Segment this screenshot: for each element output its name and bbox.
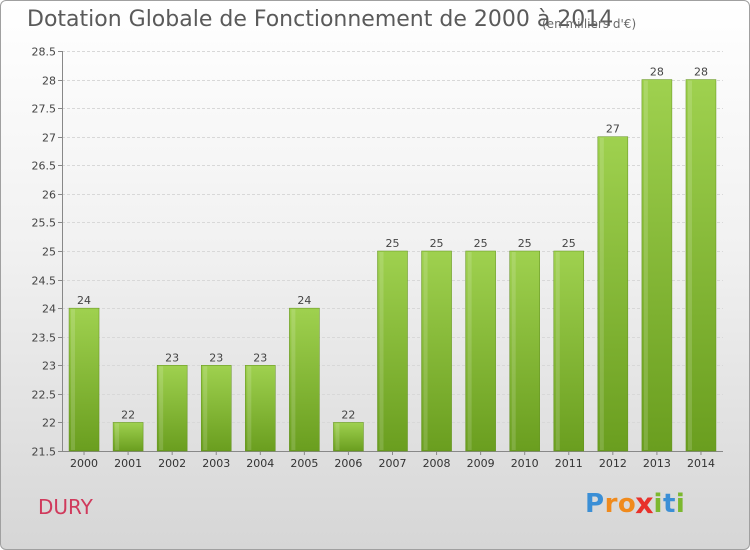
logo-letter: o [617,489,637,519]
bar [597,136,629,452]
y-tick-label: 22.5 [32,389,57,402]
x-tick-label: 2011 [555,457,583,470]
proxiti-logo: Proxiti [585,487,686,521]
bar-highlight [599,137,604,450]
bar [289,307,320,452]
x-tick-label: 2013 [643,457,671,470]
bar [68,307,100,452]
bar-highlight [643,80,648,451]
bar [509,250,540,452]
data-label: 23 [253,351,267,364]
data-label: 23 [165,351,179,364]
data-label: 25 [386,237,400,250]
y-tick-label: 27 [42,132,56,145]
bar-highlight [379,252,384,450]
x-tick-label: 2012 [599,457,627,470]
bar [200,365,232,452]
x-tick-label: 2002 [158,457,186,470]
bar [553,250,585,452]
y-tick-label: 28 [42,75,56,88]
data-label: 25 [518,237,532,250]
bar-highlight [291,309,296,450]
y-tick-label: 26.5 [32,160,57,173]
y-tick-label: 26 [42,189,56,202]
bar-highlight [687,80,692,451]
logo-letter: t [662,489,676,519]
bar-highlight [555,252,560,450]
bar-highlight [71,309,76,450]
bar [465,250,496,452]
data-label: 24 [297,294,311,307]
y-tick-label: 27.5 [32,103,57,116]
y-tick-label: 25 [42,246,56,259]
logo-letter: P [585,489,605,519]
data-label: 25 [430,237,444,250]
y-tick-label: 23.5 [32,332,57,345]
bars [68,79,717,452]
bar-highlight [115,423,120,450]
x-tick-label: 2008 [423,457,451,470]
bar-highlight [247,366,252,450]
logo-letter: r [604,489,618,519]
bar [421,250,452,452]
bar-highlight [467,252,472,450]
chart-title: Dotation Globale de Fonctionnement de 20… [27,7,614,32]
y-tick-label: 25.5 [32,217,57,230]
y-tick-label: 24.5 [32,275,57,288]
x-tick-label: 2000 [70,457,98,470]
chart-unit: (en milliers d'€) [542,17,637,31]
data-label: 28 [694,66,708,79]
y-tick-label: 28.5 [32,46,57,59]
bar [245,365,276,452]
logo-letter: i [675,489,686,519]
data-label: 28 [650,66,664,79]
y-tick-label: 24 [42,303,56,316]
y-tick-label: 21.5 [32,446,57,459]
y-tick-label: 23 [42,360,56,373]
x-tick-label: 2014 [687,457,715,470]
data-labels: 24 22 23 23 23 24 22 25 25 25 25 25 27 28 28 [77,66,708,422]
data-label: 23 [209,351,223,364]
bar-highlight [511,252,516,450]
logo-letter: x [635,487,655,521]
data-label: 24 [77,294,91,307]
bar-highlight [335,423,340,450]
data-label: 25 [474,237,488,250]
bar [112,422,144,452]
x-tick-label: 2003 [202,457,230,470]
x-tick-label: 2006 [334,457,362,470]
x-tick-label: 2009 [467,457,495,470]
data-label: 25 [562,237,576,250]
bar [377,250,408,452]
bar-highlight [423,252,428,450]
data-label: 27 [606,123,620,136]
x-tick-label: 2007 [379,457,407,470]
bar-highlight [159,366,164,450]
logo-letter: i [653,489,663,519]
x-tick-label: 2005 [290,457,318,470]
x-tick-label: 2010 [511,457,539,470]
x-tick-label: 2004 [246,457,274,470]
bar [685,79,717,452]
axes: 21.5 22 22.5 23 23.5 24 24.5 25 25.5 26 26.5 27 27.5… [32,46,723,470]
bar [333,422,364,452]
y-tick-label: 22 [42,417,56,430]
bar [156,365,188,452]
bar-highlight [203,366,208,450]
bar [641,79,673,452]
commune-name: DURY [38,495,93,519]
x-tick-label: 2001 [114,457,142,470]
data-label: 22 [121,408,135,421]
data-label: 22 [341,408,355,421]
